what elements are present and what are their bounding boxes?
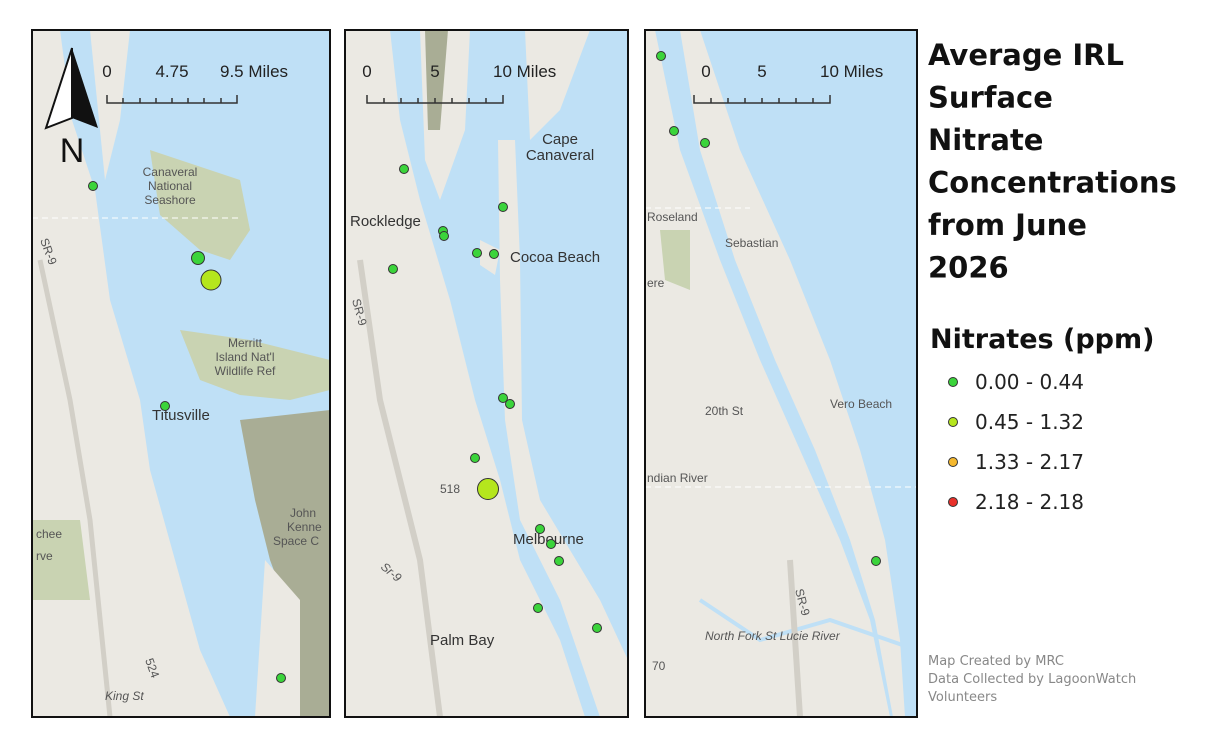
credit-line: Map Created by MRC [928, 654, 1064, 669]
sample-site [399, 164, 409, 174]
scale-label: 5 [430, 62, 439, 81]
sample-site [592, 623, 602, 633]
scale-bar [693, 95, 831, 104]
map-label: Vero Beach [830, 397, 892, 411]
legend-swatch [948, 457, 958, 467]
map-label: Seashore [144, 193, 196, 207]
map-label: King St [105, 689, 144, 703]
north-label: N [60, 132, 85, 170]
map-label: rve [36, 549, 53, 563]
scale-label: 0 [701, 62, 710, 81]
credit-line: Data Collected by LagoonWatch [928, 672, 1136, 687]
sample-site [871, 556, 881, 566]
map-label: Roseland [647, 210, 698, 224]
sample-site [439, 231, 449, 241]
sample-site [533, 603, 543, 613]
sample-site [498, 393, 508, 403]
map-label: Titusville [152, 407, 210, 424]
map-label: SR-9 [792, 587, 813, 617]
sample-site [470, 453, 480, 463]
map-label: Palm Bay [430, 632, 495, 649]
scale-label: 4.75 [155, 62, 188, 81]
panel-frame [31, 29, 331, 718]
sample-site [388, 264, 398, 274]
panel-frame [644, 29, 918, 718]
map-label: North Fork St Lucie River [705, 629, 841, 643]
sample-site [276, 673, 286, 683]
sample-site [700, 138, 710, 148]
map-label: Sebastian [725, 236, 778, 250]
map-label: Cocoa Beach [510, 249, 600, 266]
scale-label: 9.5 Miles [220, 62, 288, 81]
title-line: Nitrate [928, 123, 1043, 157]
title-line: from June [928, 208, 1087, 242]
legend-label: 1.33 - 2.17 [975, 450, 1084, 474]
legend-title: Nitrates (ppm) [930, 324, 1154, 355]
legend-swatch [948, 417, 958, 427]
map-label: Cape [542, 131, 578, 148]
map-label: Space C [273, 534, 319, 548]
title-line: Average IRL [928, 38, 1124, 72]
map-title: Average IRL Surface Nitrate Concentrations f… [928, 38, 1177, 285]
sample-site [498, 202, 508, 212]
map-label: Wildlife Ref [215, 364, 276, 378]
map-label: Merritt [228, 336, 263, 350]
legend-label: 2.18 - 2.18 [975, 490, 1084, 514]
map-label: 20th St [705, 404, 744, 418]
sample-site [160, 401, 170, 411]
scale-label: 10 Miles [493, 62, 556, 81]
sample-site [489, 249, 499, 259]
panel-frame [344, 29, 629, 718]
legend-label: 0.45 - 1.32 [975, 410, 1084, 434]
scale-bar [366, 95, 504, 104]
legend: 0.00 - 0.44 0.45 - 1.32 1.33 - 2.17 2.18 - … [948, 370, 1084, 514]
map-label: ere [647, 276, 665, 290]
north-arrow: N [44, 47, 98, 170]
map-label: Island Nat'l [216, 350, 275, 364]
sample-site [191, 251, 205, 265]
map-panel: Canaveral National Seashore SR-9 Merritt… [32, 30, 330, 717]
map-label: ndian River [647, 471, 708, 485]
sample-site [554, 556, 564, 566]
sample-site [535, 524, 545, 534]
sample-site [477, 478, 499, 500]
sample-site [546, 539, 556, 549]
map-label: 524 [142, 656, 162, 680]
map-label: 518 [440, 482, 460, 496]
credit-line: Volunteers [928, 690, 997, 705]
legend-swatch [948, 497, 958, 507]
sample-site [472, 248, 482, 258]
legend-label: 0.00 - 0.44 [975, 370, 1084, 394]
title-line: Concentrations [928, 166, 1177, 200]
scale-label: 0 [102, 62, 111, 81]
scale-label: 5 [757, 62, 766, 81]
map-label: Rockledge [350, 213, 421, 230]
map-panel: Cape Canaveral Rockledge Cocoa Beach SR-… [345, 30, 628, 717]
title-line: Surface [928, 81, 1053, 115]
map-label: Canaveral [143, 165, 198, 179]
sample-site [505, 399, 515, 409]
scale-label: 0 [362, 62, 371, 81]
sample-site [656, 51, 666, 61]
map-label: National [148, 179, 192, 193]
map-label: Kenne [287, 520, 322, 534]
map-label: SR-9 [349, 297, 370, 327]
sample-site [669, 126, 679, 136]
legend-swatch [948, 377, 958, 387]
map-panel: Roseland Sebastian ere 20th St Vero Beac… [645, 30, 917, 717]
sample-site [88, 181, 98, 191]
map-label: John [290, 506, 316, 520]
scale-bar [106, 95, 238, 104]
sample-site [200, 269, 222, 291]
map-label: chee [36, 527, 62, 541]
map-label: Canaveral [526, 147, 594, 164]
sample-sites [88, 51, 881, 683]
credits: Map Created by MRC Data Collected by Lago… [928, 654, 1136, 705]
title-line: 2026 [928, 251, 1009, 285]
map-label: 70 [652, 659, 666, 673]
map-label: Melbourne [513, 531, 584, 548]
scale-label: 10 Miles [820, 62, 883, 81]
